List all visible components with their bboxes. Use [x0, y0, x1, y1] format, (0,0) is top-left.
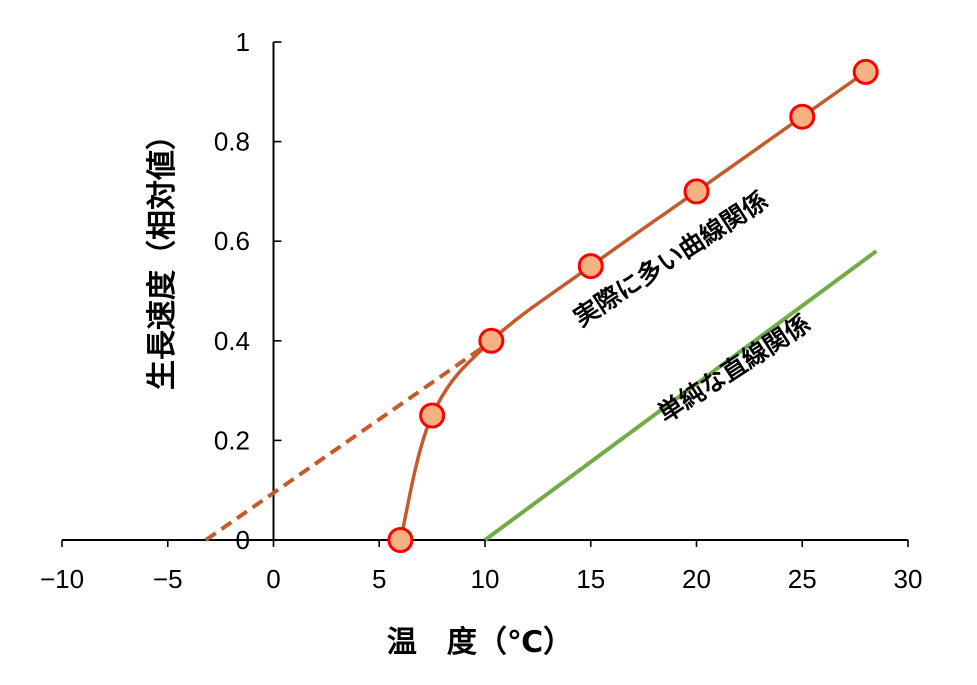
y-tick-label: 1	[236, 27, 250, 57]
y-axis-title: 生長速度（相対値）	[145, 120, 180, 390]
x-tick-label: 25	[788, 564, 817, 594]
series-straight-line	[483, 249, 878, 542]
x-tick-label: 20	[682, 564, 711, 594]
x-tick-label: 10	[471, 564, 500, 594]
x-axis-title: 温 度（℃）	[387, 625, 573, 660]
x-tick-label: 0	[266, 564, 280, 594]
series-curve-line	[398, 70, 867, 541]
series-layer	[204, 58, 879, 553]
series-curve-point	[577, 253, 604, 280]
y-tick-label: 0	[236, 525, 250, 555]
series-curve-point	[683, 178, 710, 205]
x-tick-label: 5	[372, 564, 386, 594]
series-curve-point	[387, 527, 414, 553]
y-tick-label: 0.6	[214, 226, 250, 256]
axes	[61, 41, 909, 547]
y-tick-label: 0.4	[214, 326, 250, 356]
x-tick-label: 30	[894, 564, 923, 594]
series-curve-point	[789, 103, 816, 130]
annotation-straight-label: 単純な直線関係	[653, 309, 816, 429]
x-tick-label: −10	[40, 564, 84, 594]
series-curve-point	[852, 58, 879, 85]
series-curve-point	[478, 327, 505, 354]
x-tick-label: 15	[576, 564, 605, 594]
series-curve-point	[419, 402, 446, 429]
y-tick-label: 0.2	[214, 425, 250, 455]
y-tick-label: 0.8	[214, 127, 250, 157]
x-tick-label: −5	[153, 564, 183, 594]
